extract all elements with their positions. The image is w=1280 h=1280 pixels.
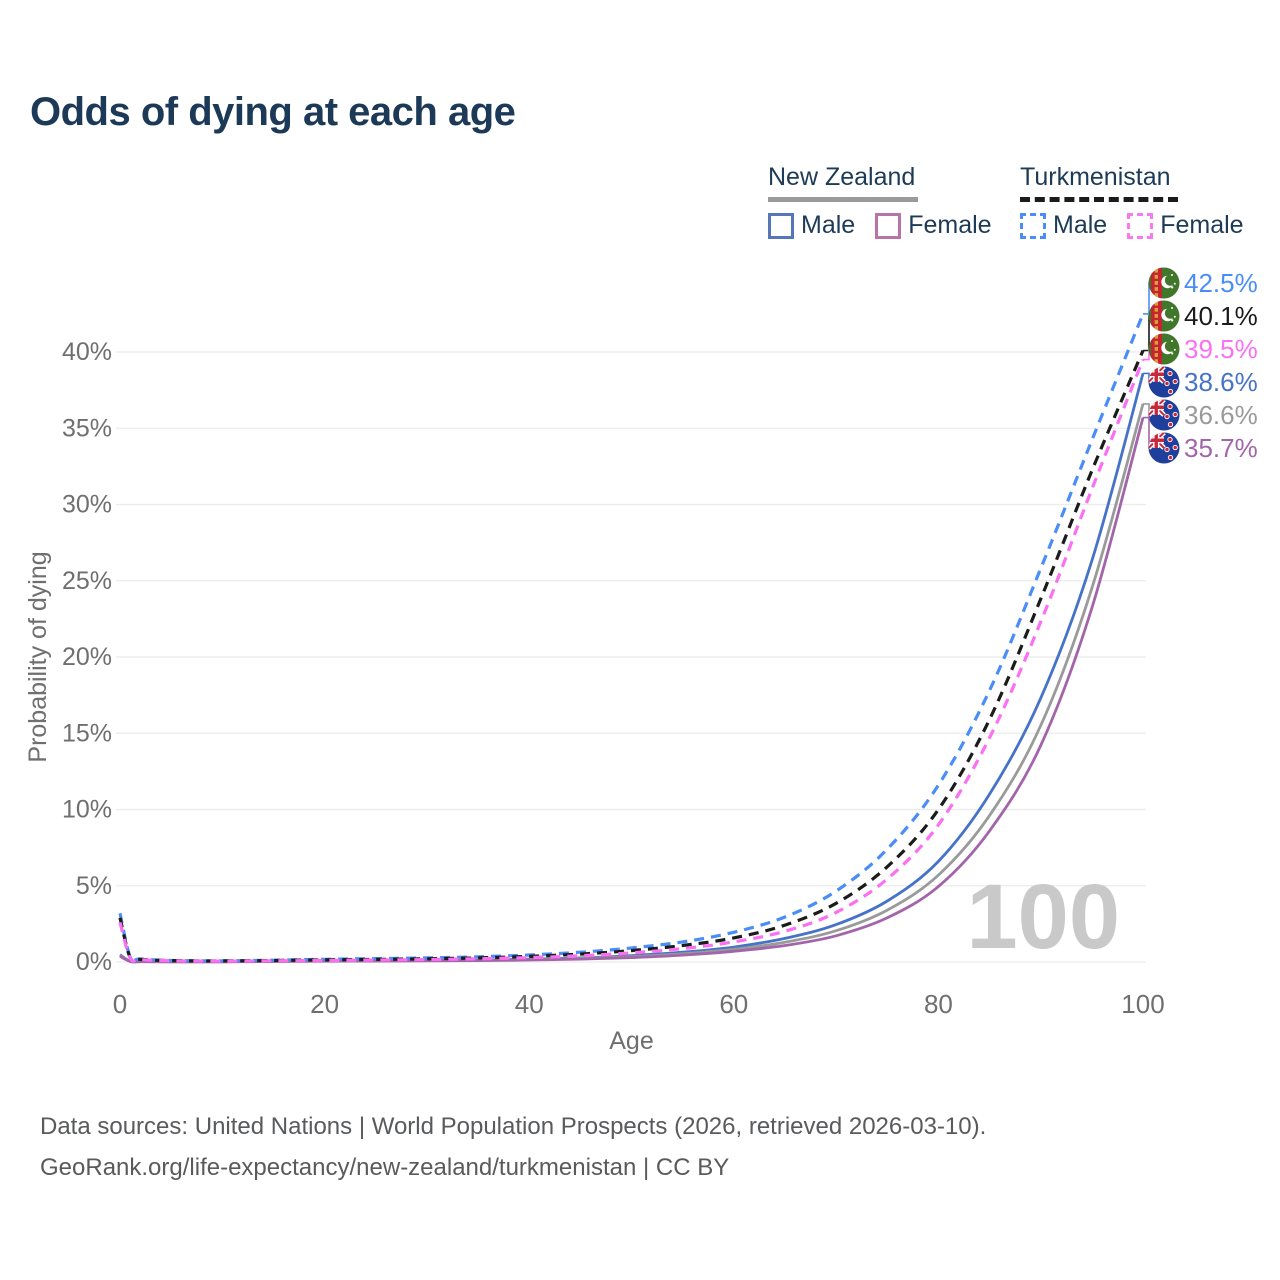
y-tick-label-40: 40% (62, 338, 112, 366)
end-label-value: 42.5% (1184, 268, 1258, 298)
end-label-value: 35.7% (1184, 433, 1258, 463)
x-tick-label-0: 0 (113, 989, 127, 1019)
y-axis-title: Probability of dying (24, 551, 52, 762)
legend-line-style-new-zealand-all (768, 197, 918, 202)
legend-item-nz-male: Male (768, 211, 855, 240)
legend-label-nz-male: Male (801, 211, 856, 239)
y-tick-label-15: 15% (62, 719, 112, 747)
tm-male-swatch-icon (1020, 212, 1046, 239)
legend-country-new-zealand: New Zealand (768, 163, 916, 191)
curve-turkmenistan-male (118, 313, 1145, 963)
legend-item-tm-male: Male (1020, 211, 1107, 240)
watermark-age-100: 100 (967, 866, 1121, 968)
end-label-turkmenistan-male: 42.5% (1143, 267, 1258, 315)
legend-item-tm-female: Female (1127, 211, 1244, 240)
x-axis-title: Age (609, 1027, 653, 1055)
y-tick-label-30: 30% (62, 491, 112, 519)
legend-label-nz-female: Female (908, 211, 992, 239)
x-tick-label-20: 20 (310, 989, 339, 1019)
end-label-value: 38.6% (1184, 367, 1258, 397)
end-label-new-zealand-male: 38.6% (1143, 366, 1258, 398)
x-tick-label-40: 40 (515, 989, 544, 1019)
legend-group-turkmenistan: Turkmenistan Male Female (1020, 163, 1244, 240)
end-label-turkmenistan-all: 40.1% (1143, 300, 1258, 352)
end-label-new-zealand-all: 36.6% (1143, 399, 1258, 431)
end-label-value: 36.6% (1184, 400, 1258, 430)
end-label-new-zealand-female: 35.7% (1143, 416, 1258, 464)
y-tick-label-35: 35% (62, 414, 112, 442)
y-tick-label-5: 5% (76, 872, 112, 900)
tm-female-swatch-icon (1127, 212, 1154, 239)
x-tick-label-100: 100 (1121, 989, 1164, 1019)
y-tick-label-25: 25% (62, 567, 112, 595)
data-sources-text: Data sources: United Nations | World Pop… (40, 1113, 987, 1140)
legend-group-new-zealand: New Zealand Male Female (768, 163, 992, 240)
legend-label-tm-male: Male (1053, 211, 1108, 239)
y-tick-label-20: 20% (62, 643, 112, 671)
y-tick-label-0: 0% (76, 948, 112, 976)
turkmenistan-flag-icon (1148, 333, 1180, 365)
end-label-value: 39.5% (1184, 334, 1258, 364)
legend-line-style-turkmenistan-all (1020, 197, 1178, 202)
new-zealand-flag-icon (1148, 432, 1180, 464)
end-label-turkmenistan-female: 39.5% (1143, 333, 1258, 365)
page-title: Odds of dying at each age (30, 90, 516, 134)
nz-male-swatch-icon (768, 212, 794, 239)
new-zealand-flag-icon (1148, 399, 1180, 431)
footer: Data sources: United Nations | World Pop… (40, 1106, 986, 1188)
nz-female-swatch-icon (875, 212, 902, 239)
legend-label-tm-female: Female (1160, 211, 1244, 239)
curve-turkmenistan-female (118, 359, 1145, 963)
end-label-value: 40.1% (1184, 301, 1258, 331)
new-zealand-flag-icon (1148, 366, 1180, 398)
x-tick-label-80: 80 (924, 989, 953, 1019)
legend-item-nz-female: Female (875, 211, 992, 240)
attribution-text: GeoRank.org/life-expectancy/new-zealand/… (40, 1154, 730, 1181)
turkmenistan-flag-icon (1148, 300, 1180, 332)
legend-country-turkmenistan: Turkmenistan (1020, 163, 1171, 191)
y-tick-label-10: 10% (62, 796, 112, 824)
x-tick-label-60: 60 (719, 989, 748, 1019)
turkmenistan-flag-icon (1148, 267, 1180, 299)
